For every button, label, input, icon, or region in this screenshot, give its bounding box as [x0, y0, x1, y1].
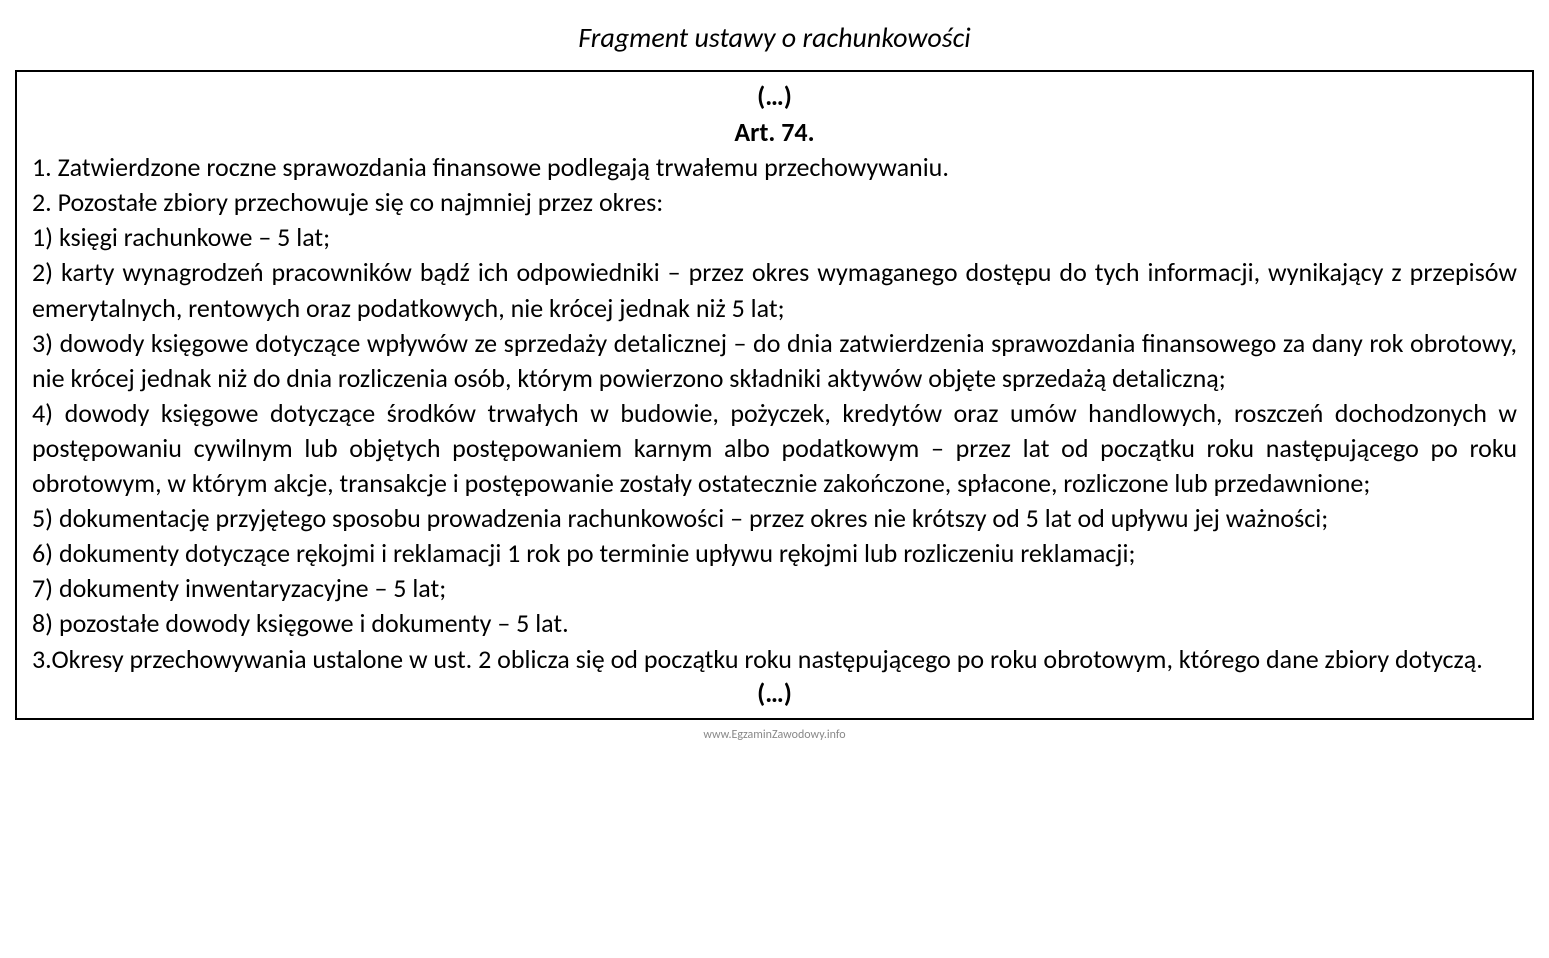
document-title: Fragment ustawy o rachunkowości	[15, 20, 1534, 55]
law-content-box: (…) Art. 74. 1. Zatwierdzone roczne spra…	[15, 70, 1534, 720]
list-item-7: 7) dokumenty inwentaryzacyjne – 5 lat;	[32, 571, 1517, 606]
list-item-4: 4) dowody księgowe dotyczące środków trw…	[32, 396, 1517, 501]
article-heading: Art. 74.	[32, 114, 1517, 150]
list-item-1: 1) księgi rachunkowe – 5 lat;	[32, 220, 1517, 255]
paragraph-3: 3.Okresy przechowywania ustalone w ust. …	[32, 642, 1517, 677]
list-item-5: 5) dokumentację przyjętego sposobu prowa…	[32, 501, 1517, 536]
ellipsis-bottom: (…)	[32, 677, 1517, 711]
footer-text: www.EgzaminZawodowy.info	[15, 728, 1534, 742]
list-item-6: 6) dokumenty dotyczące rękojmi i reklama…	[32, 536, 1517, 571]
list-item-8: 8) pozostałe dowody księgowe i dokumenty…	[32, 606, 1517, 641]
ellipsis-top: (…)	[32, 80, 1517, 114]
paragraph-2: 2. Pozostałe zbiory przechowuje się co n…	[32, 185, 1517, 220]
paragraph-1: 1. Zatwierdzone roczne sprawozdania fina…	[32, 150, 1517, 185]
list-item-2: 2) karty wynagrodzeń pracowników bądź ic…	[32, 255, 1517, 325]
list-item-3: 3) dowody księgowe dotyczące wpływów ze …	[32, 326, 1517, 396]
